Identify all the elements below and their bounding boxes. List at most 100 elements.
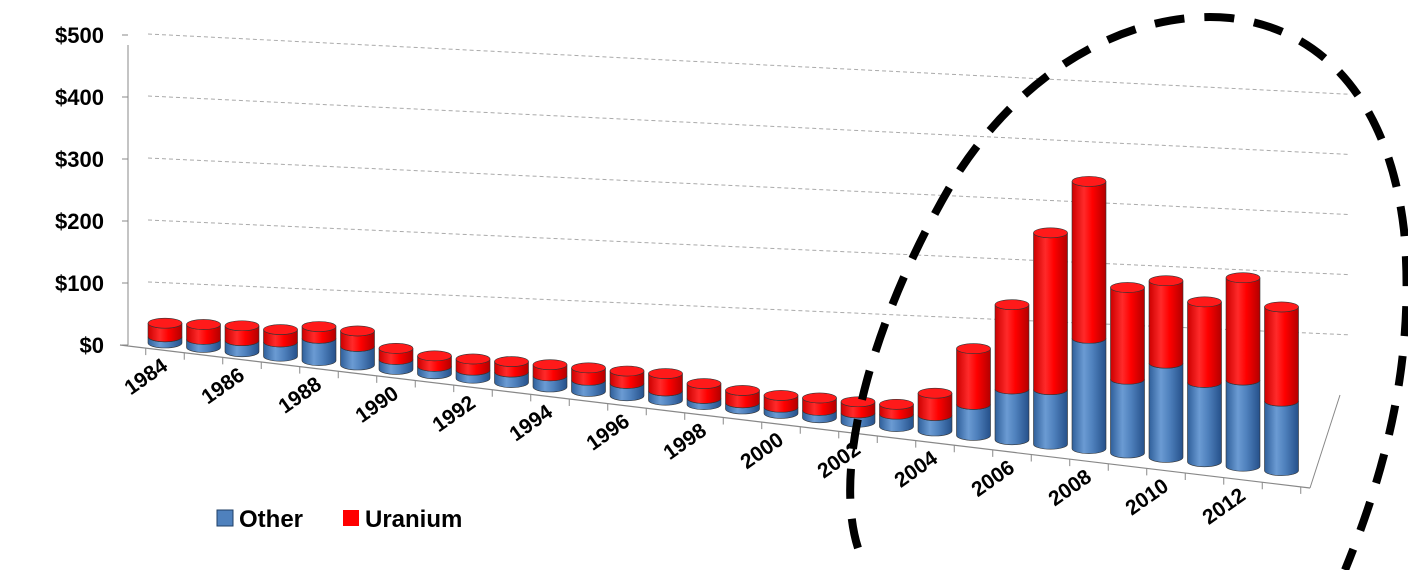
bar-uranium-2010-top [1148,275,1184,287]
bar-stack-1988 [301,321,337,366]
bar-uranium-2012 [1225,277,1261,386]
bar-stack-1991 [417,350,452,380]
bar-uranium-1991-top [417,350,452,362]
floor-right-edge [1309,394,1341,489]
bar-other-2007 [1033,389,1068,450]
bar-uranium-2008 [1071,181,1107,344]
y-tick-label: $0 [80,333,104,358]
bar-uranium-2012-top [1225,272,1261,284]
bar-stack-2008 [1071,176,1107,454]
bar-uranium-2011-top [1187,296,1222,308]
legend-label-uranium: Uranium [365,506,462,533]
bar-uranium-1988-top [301,321,337,332]
bar-stack-2003 [879,398,914,432]
bar-uranium-1990-top [378,343,414,354]
bar-stack-2005 [956,343,991,441]
bar-stack-1994 [532,359,568,393]
gridline [147,219,1351,276]
bar-stack-2000 [763,390,799,419]
bar-uranium-2002-top [840,396,876,408]
bar-uranium-1992-top [455,353,491,365]
y-tick-label: $400 [55,85,104,110]
bar-stack-2009 [1110,282,1145,459]
bar-uranium-2004-top [917,387,953,399]
bar-uranium-1999-top [725,385,760,396]
bar-stack-1996 [609,365,645,402]
bar-stack-1989 [340,325,375,371]
bar-uranium-2007 [1033,232,1068,395]
bar-stack-1987 [263,324,298,362]
bar-stack-2007 [1033,227,1068,450]
bar-uranium-2003-top [879,398,914,410]
bar-uranium-1986-top [224,320,260,332]
bar-uranium-2009-top [1110,282,1145,293]
bar-stack-1998 [686,378,722,410]
bar-other-2006 [994,388,1030,446]
x-tick-label: 1992 [428,391,479,437]
x-tick-label: 1988 [274,372,326,418]
bar-uranium-2001-top [802,392,837,404]
bar-stack-2010 [1148,275,1184,463]
bar-stack-1992 [455,353,491,384]
bar-uranium-2010 [1148,280,1184,369]
gridline [147,157,1351,216]
legend-label-other: Other [239,506,303,533]
x-tick-label: 1986 [197,363,248,409]
bar-uranium-1985-top [186,319,221,330]
bar-stack-2011 [1187,296,1222,468]
bar-uranium-1987-top [263,324,298,335]
bar-uranium-1994-top [532,359,568,370]
bar-stack-2001 [802,392,837,424]
bar-uranium-2009 [1110,287,1145,385]
bar-other-2012 [1225,379,1261,472]
bar-other-2005 [956,404,991,441]
legend-swatch-other [216,509,234,527]
floor-front-edge [119,344,1311,489]
bar-uranium-2007-top [1033,227,1068,239]
x-tick-label: 2004 [890,446,942,492]
bar-uranium-2013 [1264,306,1299,407]
bar-stack-1997 [648,368,683,406]
bar-stack-1993 [494,356,529,388]
x-tick-label: 2000 [736,428,787,474]
bar-other-2013 [1264,401,1299,476]
bar-uranium-2005-top [956,343,991,354]
bar-uranium-2006-top [994,299,1030,310]
bar-uranium-2011 [1187,301,1222,388]
bar-uranium-1998-top [686,378,722,389]
x-tick-label: 2012 [1198,484,1249,530]
y-tick-label: $300 [55,147,104,172]
x-tick-label: 1998 [659,419,711,465]
bar-stack-1995 [571,362,606,397]
bar-stack-2006 [994,299,1030,446]
x-tick-label: 1994 [505,400,557,446]
bar-stack-2004 [917,387,953,437]
bar-stack-2013 [1264,301,1299,476]
bar-uranium-2006 [994,304,1030,395]
bar-uranium-1984-top [147,317,183,329]
bar-uranium-2013-top [1264,301,1299,313]
chart-walls [119,45,1341,494]
bar-uranium-1993-top [494,356,529,367]
x-tick-label: 1990 [351,382,402,428]
legend-swatch-uranium [343,510,359,526]
bar-uranium-2000-top [763,390,799,401]
legend: Other Uranium [216,506,462,533]
bar-stack-1985 [186,319,221,353]
bar-stack-1986 [224,320,260,358]
bar-stack-1999 [725,385,760,415]
x-tick-label: 2008 [1044,465,1096,511]
x-tick-label: 1984 [120,354,172,400]
bar-stack-1990 [378,343,414,375]
bar-other-2009 [1110,379,1145,459]
bar-other-2010 [1148,363,1184,463]
highlight-dashed-ellipse [846,13,1408,570]
bar-other-2008 [1071,338,1107,454]
bar-uranium-1996-top [609,365,645,377]
y-tick-label: $100 [55,271,104,296]
x-tick-label: 1996 [582,410,633,456]
bar-stack-1984 [147,317,183,349]
bar-uranium-2008-top [1071,176,1107,187]
bar-uranium-1997-top [648,368,683,379]
y-tick-label: $200 [55,209,104,234]
